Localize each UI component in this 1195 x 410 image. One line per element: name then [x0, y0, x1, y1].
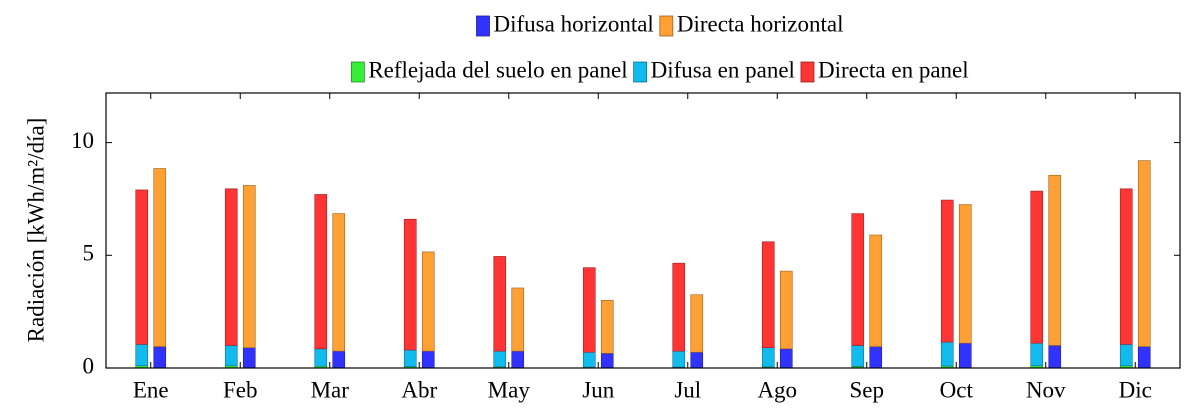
bar-segment	[582, 267, 596, 353]
bar-segment	[690, 294, 704, 353]
bar-segment	[332, 213, 346, 352]
bar-segment	[403, 218, 417, 351]
bar-segment	[672, 262, 686, 352]
legend-swatch	[476, 15, 490, 37]
bar-segment	[761, 241, 775, 349]
bar-segment	[332, 350, 346, 369]
x-tick-label: Sep	[850, 377, 885, 402]
bar-segment	[314, 194, 328, 350]
x-tick-label: Nov	[1026, 377, 1066, 402]
x-tick-label: Oct	[940, 377, 974, 402]
legend-label: Directa en panel	[818, 57, 969, 82]
bar-segment	[958, 342, 972, 369]
bar-segment	[1119, 344, 1133, 367]
bar-segment	[1030, 190, 1044, 344]
bar-segment	[940, 199, 954, 343]
bar-segment	[493, 350, 507, 368]
legend-row: Difusa horizontal Directa horizontal	[476, 11, 844, 37]
bar-segment	[135, 344, 149, 367]
y-axis-label: Radiación [kWh/m²/día]	[23, 118, 48, 343]
bar-segment	[582, 351, 596, 368]
bar-segment	[869, 234, 883, 347]
x-tick-label: Dic	[1119, 377, 1152, 402]
bar-segment	[314, 348, 328, 367]
x-tick-label: Abr	[401, 377, 437, 402]
bar-segment	[851, 345, 865, 367]
x-tick-label: Jul	[674, 377, 701, 402]
bar-segment	[1030, 342, 1044, 367]
legend-label: Difusa horizontal	[494, 11, 654, 36]
legend-label: Difusa en panel	[651, 57, 795, 82]
plot-frame	[105, 92, 1181, 369]
y-tick-label: 0	[83, 353, 95, 378]
legend-swatch	[633, 61, 648, 83]
bar-segment	[135, 189, 149, 345]
bar-segment	[761, 347, 775, 368]
legend-label: Directa horizontal	[677, 11, 844, 36]
bar-segment	[153, 168, 167, 347]
y-tick-label: 10	[71, 128, 94, 153]
bar-segment	[1137, 160, 1151, 347]
x-tick-label: May	[488, 377, 531, 402]
bar-segment	[1119, 188, 1133, 345]
legend-swatch	[659, 15, 674, 37]
bar-segment	[600, 300, 614, 354]
legend-label: Reflejada del suelo en panel	[368, 57, 627, 82]
legend-swatch	[800, 61, 815, 83]
bar-segment	[690, 351, 704, 369]
bar-segment	[1137, 346, 1151, 369]
bar-segment	[1048, 345, 1062, 369]
bar-segment	[940, 341, 954, 367]
bar-segment	[403, 349, 417, 367]
bar-segment	[511, 350, 525, 369]
legend-row: Reflejada del suelo en panel Difusa en pa…	[350, 57, 969, 83]
bar-segment	[1048, 174, 1062, 346]
legend-swatch	[350, 61, 365, 83]
x-tick-label: Feb	[223, 377, 258, 402]
bar-segment	[242, 347, 256, 369]
bar-segment	[224, 345, 238, 367]
bar-segment	[511, 287, 525, 352]
x-tick-label: Ene	[133, 377, 169, 402]
bar-segment	[672, 350, 686, 368]
y-tick-label: 5	[83, 241, 95, 266]
bar-segment	[153, 346, 167, 369]
bar-segment	[851, 213, 865, 346]
x-tick-label: Mar	[311, 377, 350, 402]
bar-segment	[421, 251, 435, 352]
bar-segment	[242, 185, 256, 349]
x-tick-label: Ago	[757, 377, 797, 402]
x-tick-label: Jun	[582, 377, 614, 402]
bar-segment	[421, 350, 435, 369]
bar-segment	[493, 256, 507, 352]
bar-segment	[600, 353, 614, 369]
bar-segment	[224, 188, 238, 346]
bar-segment	[779, 270, 793, 350]
bar-segment	[779, 348, 793, 369]
bar-segment	[958, 204, 972, 344]
bar-segment	[869, 346, 883, 369]
